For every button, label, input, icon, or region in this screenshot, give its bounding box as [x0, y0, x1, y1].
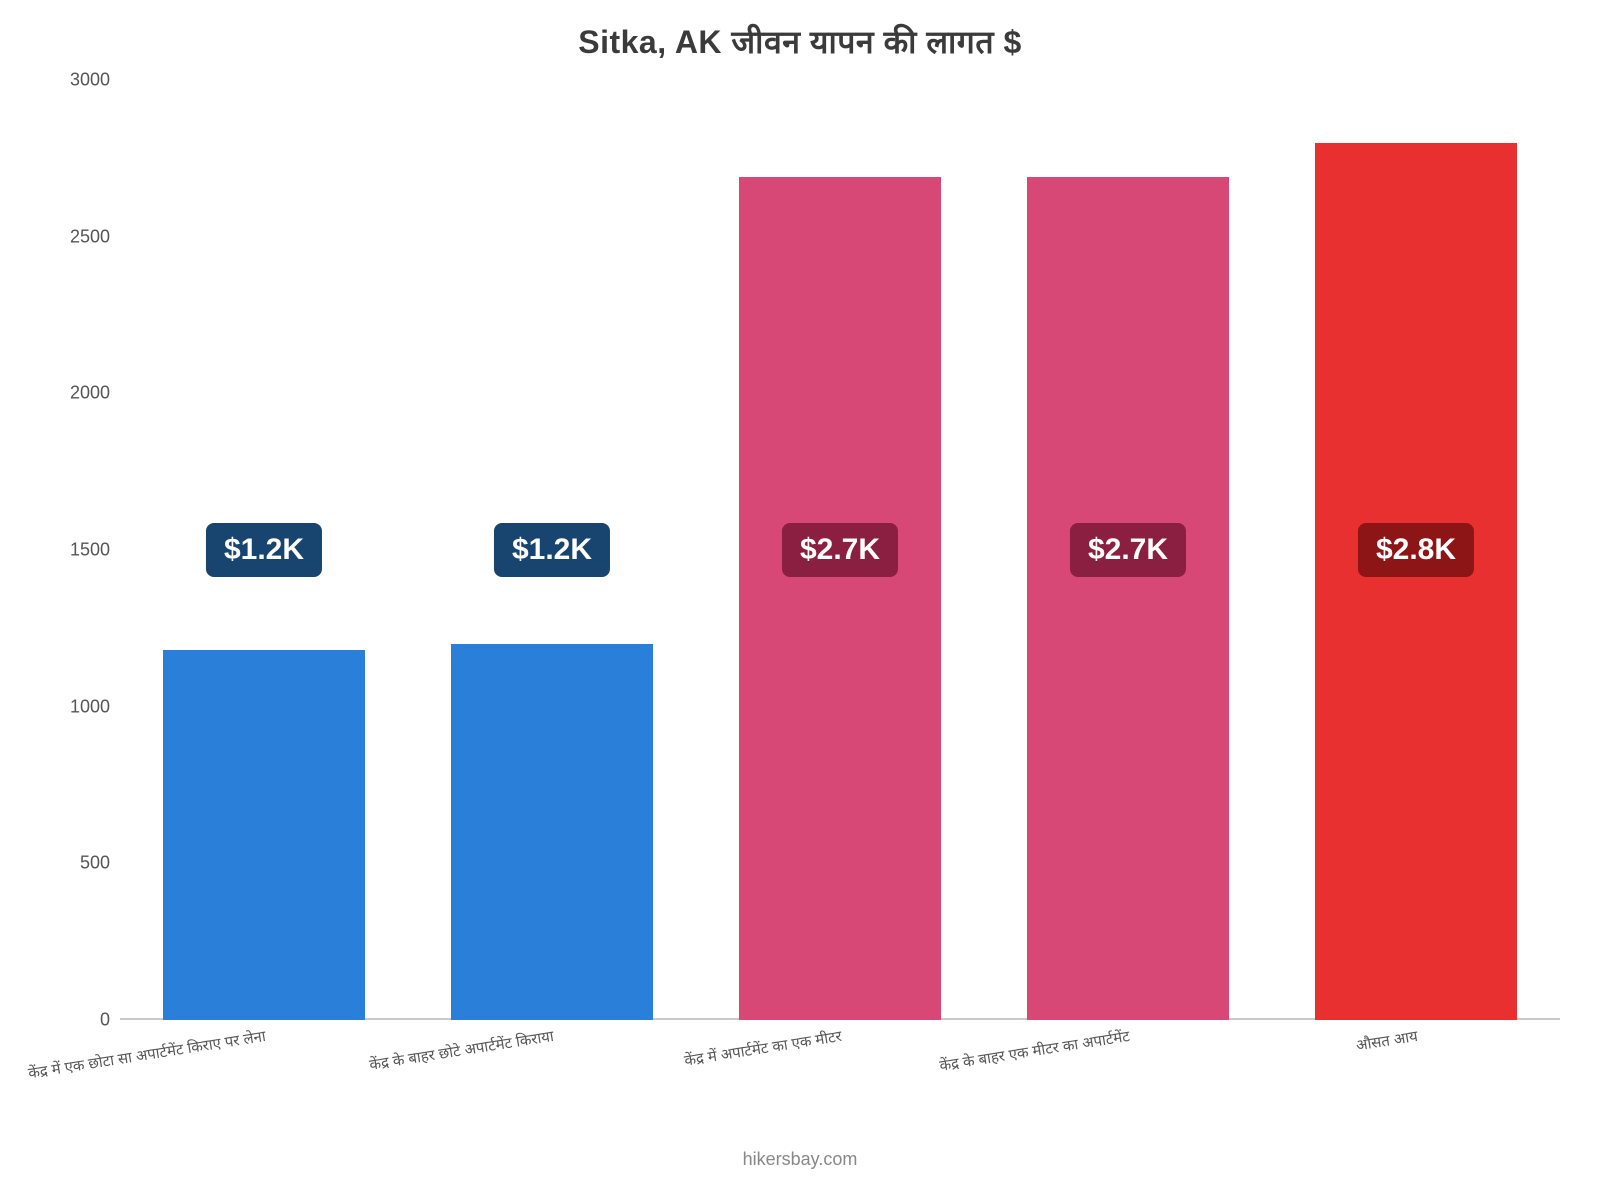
chart-footer: hikersbay.com [0, 1149, 1600, 1170]
bar-value-badge: $1.2K [494, 523, 610, 577]
bar-slot: $1.2Kकेंद्र में एक छोटा सा अपार्टमेंट कि… [163, 80, 365, 1020]
bar-value-badge: $2.8K [1358, 523, 1474, 577]
bar [451, 644, 653, 1020]
bar-slot: $2.7Kकेंद्र के बाहर एक मीटर का अपार्टमें… [1027, 80, 1229, 1020]
y-axis-tick-label: 2500 [70, 226, 110, 247]
bar-value-badge: $1.2K [206, 523, 322, 577]
x-axis-tick-label: केंद्र में एक छोटा सा अपार्टमेंट किराए प… [27, 1026, 267, 1083]
chart-title: Sitka, AK जीवन यापन की लागत $ [0, 20, 1600, 63]
bar-slot: $1.2Kकेंद्र के बाहर छोटे अपार्टमेंट किरा… [451, 80, 653, 1020]
bar [163, 650, 365, 1020]
bar-value-badge: $2.7K [1070, 523, 1186, 577]
x-axis-tick-label: केंद्र में अपार्टमेंट का एक मीटर [683, 1026, 843, 1071]
plot-area: 050010001500200025003000$1.2Kकेंद्र में … [120, 80, 1560, 1020]
y-axis-tick-label: 1000 [70, 696, 110, 717]
bar-slot: $2.8Kऔसत आय [1315, 80, 1517, 1020]
bar-value-badge: $2.7K [782, 523, 898, 577]
chart-container: Sitka, AK जीवन यापन की लागत $ 0500100015… [0, 0, 1600, 1200]
y-axis-tick-label: 2000 [70, 383, 110, 404]
x-axis-tick-label: औसत आय [1355, 1026, 1420, 1055]
bar [1315, 143, 1517, 1020]
y-axis-tick-label: 1500 [70, 540, 110, 561]
bar-slot: $2.7Kकेंद्र में अपार्टमेंट का एक मीटर [739, 80, 941, 1020]
y-axis-tick-label: 500 [80, 853, 110, 874]
x-axis-tick-label: केंद्र के बाहर एक मीटर का अपार्टमेंट [938, 1026, 1131, 1076]
y-axis-tick-label: 0 [100, 1010, 110, 1031]
bar [1027, 177, 1229, 1020]
x-axis-tick-label: केंद्र के बाहर छोटे अपार्टमेंट किराया [368, 1026, 555, 1075]
y-axis-tick-label: 3000 [70, 70, 110, 91]
bar [739, 177, 941, 1020]
